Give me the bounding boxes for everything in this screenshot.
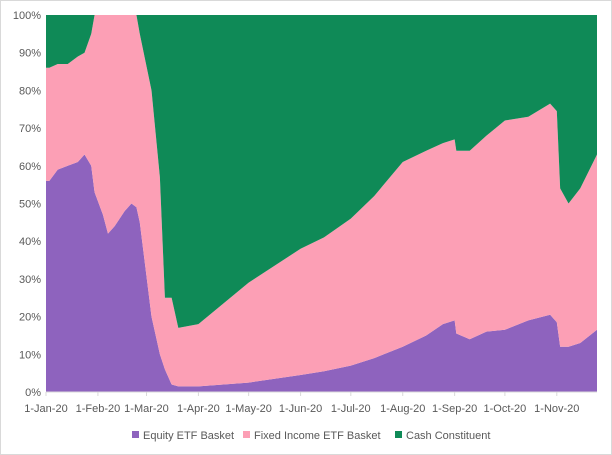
- x-axis: 1-Jan-20 1-Feb-20 1-Mar-20 1-Apr-20 1-May-20…: [24, 391, 597, 415]
- x-tick-label: 1-Jul-20: [331, 403, 371, 415]
- x-tick-label: 1-Nov-20: [534, 403, 579, 415]
- y-tick-label: 10%: [19, 349, 41, 361]
- y-tick-label: 0%: [25, 387, 41, 399]
- legend-label: Fixed Income ETF Basket: [254, 430, 381, 442]
- x-tick-label: 1-Jun-20: [279, 403, 322, 415]
- x-tick-label: 1-Sep-20: [432, 403, 477, 415]
- x-tick-label: 1-Aug-20: [380, 403, 425, 415]
- area-series-group: [46, 15, 597, 392]
- y-tick-label: 30%: [19, 274, 41, 286]
- legend-swatch: [243, 431, 250, 438]
- area-series-1: [46, 154, 597, 392]
- x-tick-label: 1-Feb-20: [76, 403, 121, 415]
- x-tick-label: 1-Jan-20: [24, 403, 67, 415]
- y-tick-label: 100%: [13, 10, 41, 22]
- legend-label: Equity ETF Basket: [143, 430, 234, 442]
- x-tick-label: 1-Mar-20: [124, 403, 169, 415]
- y-tick-label: 50%: [19, 199, 41, 211]
- legend-swatch: [132, 431, 139, 438]
- y-tick-label: 20%: [19, 312, 41, 324]
- legend-swatch: [395, 431, 402, 438]
- area-series-3: [46, 15, 597, 328]
- x-tick-label: 1-Oct-20: [483, 403, 526, 415]
- x-tick-label: 1-Apr-20: [177, 403, 220, 415]
- x-tick-label: 1-May-20: [225, 403, 271, 415]
- y-axis: 0% 10% 20% 30% 40% 50% 60% 70% 80% 90% 100%: [13, 10, 41, 399]
- legend-label: Cash Constituent: [406, 430, 490, 442]
- area-series-2: [46, 15, 597, 387]
- y-tick-label: 60%: [19, 161, 41, 173]
- y-tick-label: 80%: [19, 85, 41, 97]
- y-tick-label: 70%: [19, 123, 41, 135]
- legend: Equity ETF Basket Fixed Income ETF Basket…: [132, 430, 490, 442]
- y-tick-label: 40%: [19, 236, 41, 248]
- y-tick-label: 90%: [19, 48, 41, 60]
